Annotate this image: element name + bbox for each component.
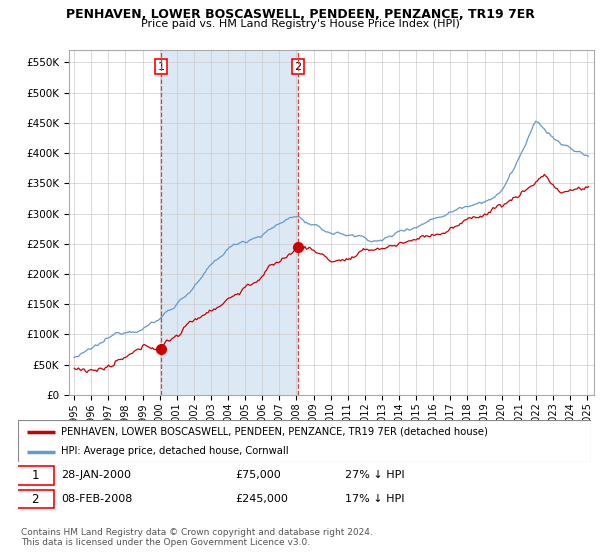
Text: £245,000: £245,000 bbox=[236, 494, 289, 504]
FancyBboxPatch shape bbox=[18, 420, 591, 462]
Text: HPI: Average price, detached house, Cornwall: HPI: Average price, detached house, Corn… bbox=[61, 446, 289, 456]
Text: PENHAVEN, LOWER BOSCASWELL, PENDEEN, PENZANCE, TR19 7ER (detached house): PENHAVEN, LOWER BOSCASWELL, PENDEEN, PEN… bbox=[61, 427, 488, 437]
Text: PENHAVEN, LOWER BOSCASWELL, PENDEEN, PENZANCE, TR19 7ER: PENHAVEN, LOWER BOSCASWELL, PENDEEN, PEN… bbox=[65, 8, 535, 21]
Text: 08-FEB-2008: 08-FEB-2008 bbox=[61, 494, 133, 504]
Text: 2: 2 bbox=[31, 493, 39, 506]
Text: Price paid vs. HM Land Registry's House Price Index (HPI): Price paid vs. HM Land Registry's House … bbox=[140, 19, 460, 29]
FancyBboxPatch shape bbox=[17, 466, 53, 484]
Text: 2: 2 bbox=[295, 62, 302, 72]
Text: 1: 1 bbox=[157, 62, 164, 72]
Text: £75,000: £75,000 bbox=[236, 470, 281, 480]
FancyBboxPatch shape bbox=[17, 490, 53, 508]
Text: 1: 1 bbox=[31, 469, 39, 482]
Text: 17% ↓ HPI: 17% ↓ HPI bbox=[344, 494, 404, 504]
Text: 27% ↓ HPI: 27% ↓ HPI bbox=[344, 470, 404, 480]
Text: Contains HM Land Registry data © Crown copyright and database right 2024.
This d: Contains HM Land Registry data © Crown c… bbox=[21, 528, 373, 547]
Text: 28-JAN-2000: 28-JAN-2000 bbox=[61, 470, 131, 480]
Bar bbox=[161, 50, 298, 395]
